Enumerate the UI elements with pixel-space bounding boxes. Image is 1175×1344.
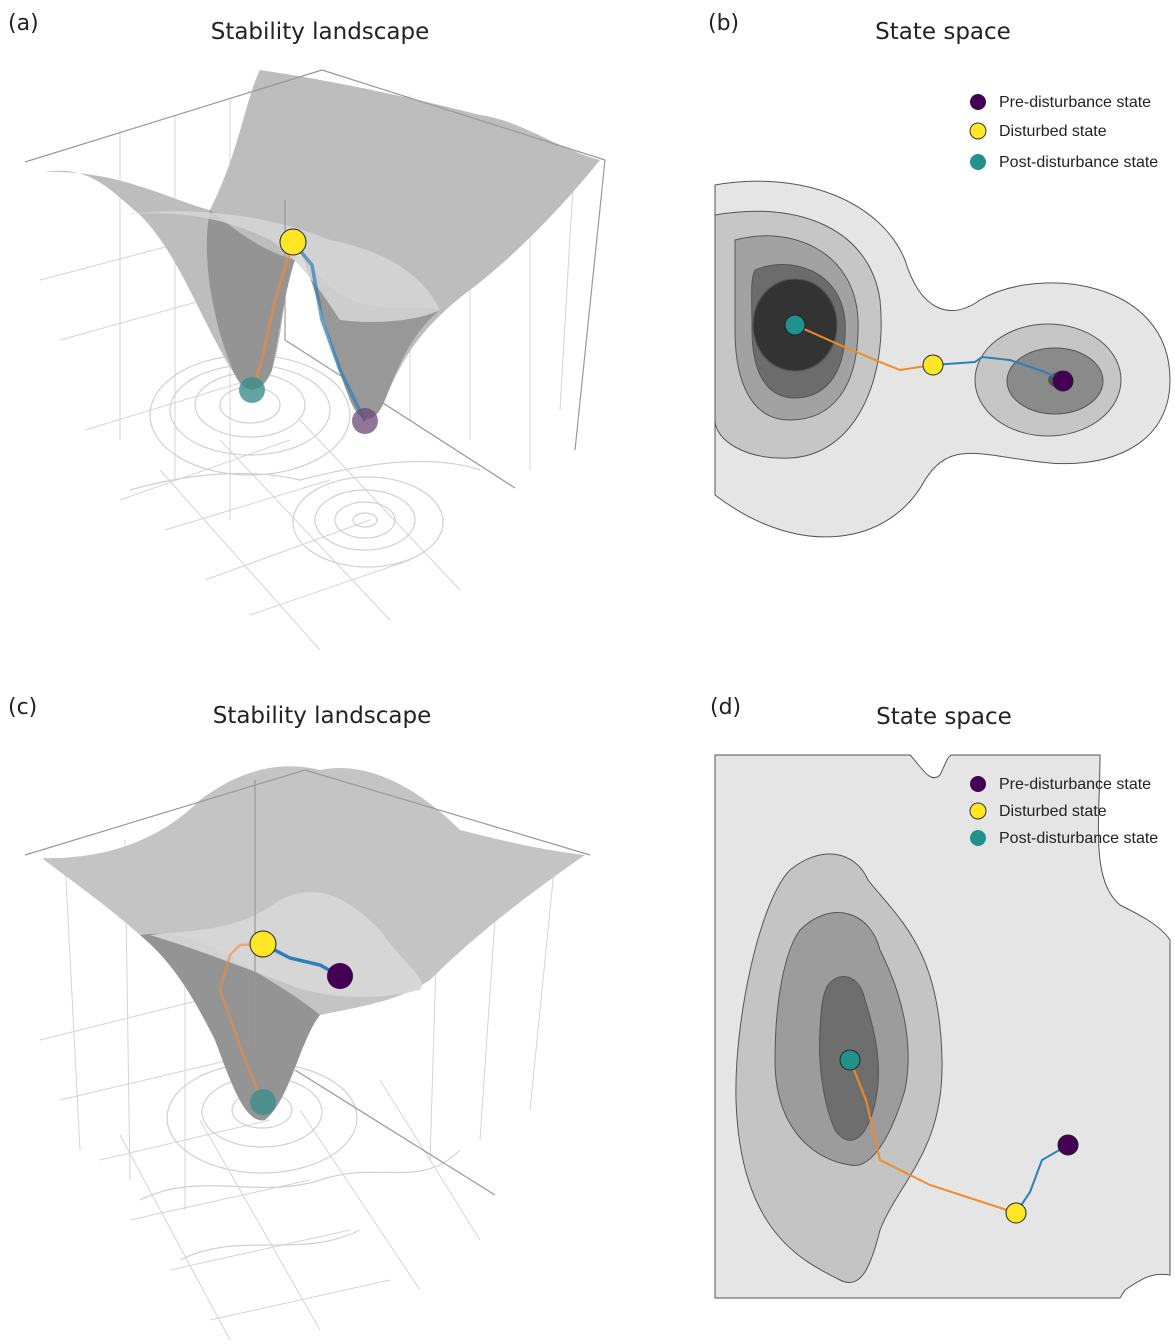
contours-part [180, 1230, 360, 1260]
legend-marker [970, 803, 986, 819]
grid-part [210, 1280, 390, 1320]
legend-marker [970, 776, 986, 792]
disturbed-point [1006, 1203, 1026, 1223]
grid-part [120, 440, 290, 500]
contours-part [335, 502, 395, 538]
grid-part [380, 1080, 480, 1240]
grid-part [40, 1000, 200, 1040]
axis-box-part [575, 160, 605, 450]
landscape-c [25, 766, 590, 1340]
legend-label: Disturbed state [999, 803, 1107, 820]
legend-label: Pre-disturbance state [999, 94, 1151, 111]
post-disturbance-point [250, 1089, 276, 1115]
post-disturbance-point [840, 1050, 860, 1070]
panel-title: Stability landscape [211, 19, 430, 45]
grid-part [200, 1120, 320, 1330]
panel-label: (c) [8, 695, 37, 720]
grid-part [165, 480, 330, 530]
legend-label: Post-disturbance state [999, 154, 1158, 171]
landscape-a [25, 70, 605, 650]
axis-box-part [295, 1070, 495, 1195]
legend-label: Pre-disturbance state [999, 776, 1151, 793]
legend: Pre-disturbance state Disturbed state Po… [970, 776, 1158, 847]
grid-part [60, 1060, 230, 1100]
legend: Pre-disturbance state Disturbed state Po… [970, 94, 1158, 171]
grid-part [250, 560, 410, 615]
disturbed-point [250, 931, 276, 957]
contours [140, 1063, 460, 1260]
panel-label: (b) [708, 11, 739, 36]
contours-part [353, 513, 377, 527]
legend-marker [970, 154, 986, 170]
disturbed-point [280, 229, 306, 255]
grid-part [65, 860, 80, 1150]
panel-label: (d) [710, 695, 741, 720]
contours [130, 355, 480, 567]
legend-marker [970, 830, 986, 846]
panel-title: Stability landscape [213, 703, 432, 729]
legend-marker [970, 94, 986, 110]
figure: (a) Stability landscape (b) State space … [0, 0, 1175, 1344]
post-disturbance-point [239, 377, 265, 403]
pre-disturbance-point [1058, 1135, 1078, 1155]
disturbed-point [923, 355, 943, 375]
legend-marker [970, 123, 986, 139]
legend-label: Post-disturbance state [999, 830, 1158, 847]
grid-part [300, 420, 460, 590]
panel-title: State space [875, 19, 1011, 45]
grid-part [85, 380, 250, 430]
contours-part [315, 490, 415, 550]
grid-part [160, 470, 320, 650]
grid-part [530, 860, 555, 1110]
panel-title: State space [876, 704, 1012, 730]
contours-part [140, 1150, 460, 1200]
grid-part [220, 440, 390, 620]
pre-disturbance-point [1053, 371, 1073, 391]
legend-label: Disturbed state [999, 123, 1107, 140]
grid-part [170, 1230, 350, 1270]
panel-label: (a) [8, 11, 39, 36]
pre-disturbance-point [327, 963, 353, 989]
state-space-b [715, 181, 1170, 537]
post-disturbance-point [785, 315, 805, 335]
pre-disturbance-point [352, 408, 378, 434]
grid-part [205, 520, 370, 580]
